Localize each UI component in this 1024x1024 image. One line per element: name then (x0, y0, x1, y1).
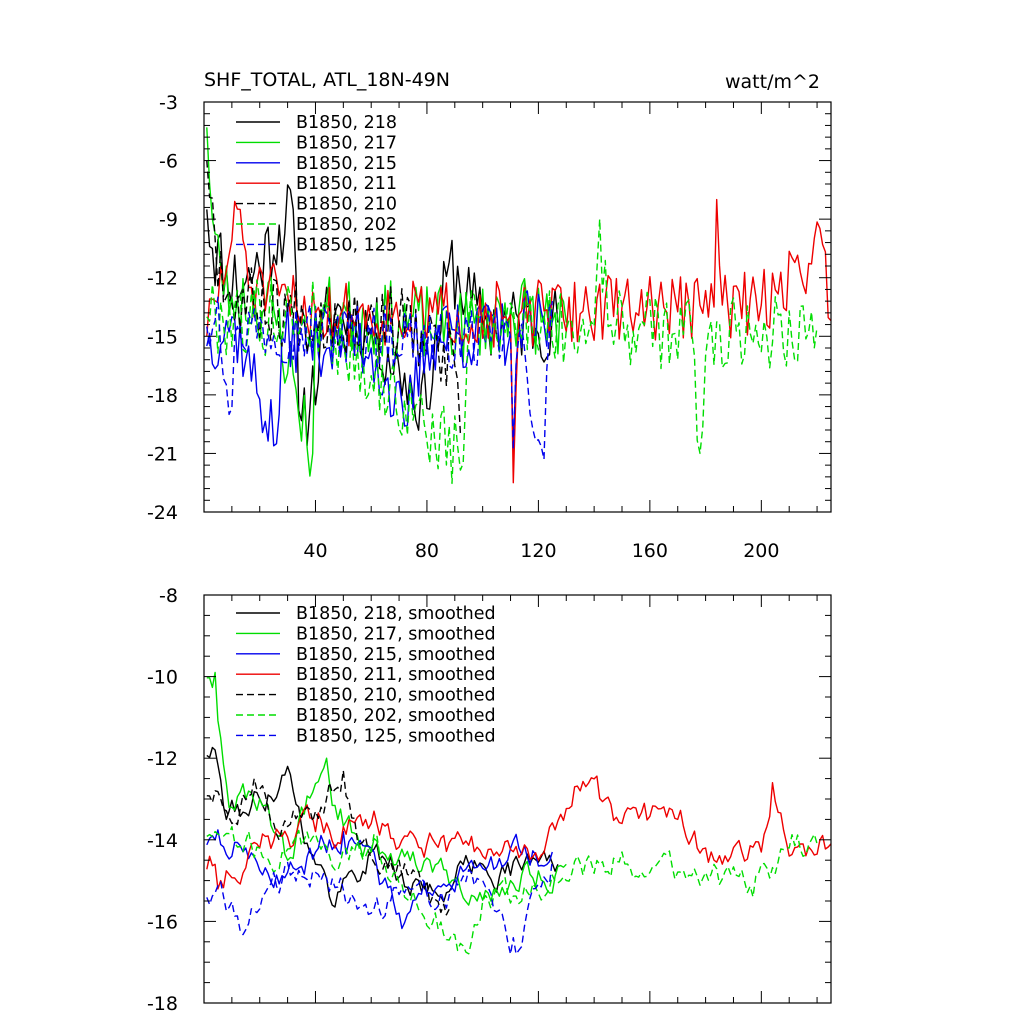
plot-area (206, 127, 831, 485)
legend-label: B1850, 215, smoothed (296, 645, 496, 665)
y-tick-label: -15 (147, 326, 178, 348)
series-line (206, 296, 553, 460)
series-line (206, 769, 450, 916)
y-tick-label: -18 (147, 385, 178, 407)
y-tick-label: -9 (159, 209, 178, 231)
series-line (206, 775, 831, 890)
series-line (206, 671, 567, 906)
x-tick-label: 40 (303, 540, 327, 562)
legend-label: B1850, 210, smoothed (296, 686, 496, 706)
series-line (206, 860, 553, 955)
legend-label: B1850, 125, smoothed (296, 726, 496, 746)
legend-label: B1850, 211 (296, 174, 397, 194)
x-tick-label: 160 (632, 540, 668, 562)
series-line (206, 218, 818, 485)
legend-label: B1850, 202 (296, 215, 397, 235)
x-tick-label: 120 (520, 540, 556, 562)
legend-label: B1850, 215 (296, 154, 397, 174)
y-tick-label: -18 (147, 993, 178, 1015)
y-tick-label: -3 (159, 92, 178, 114)
legend-label: B1850, 211, smoothed (296, 665, 496, 685)
panel-top: -24 -21 -18 -15 -12 -9 -6 -3 40 80 120 160 200 B1850,… (147, 92, 832, 562)
y-tick-label: -10 (147, 667, 178, 689)
chart-units: watt/m^2 (725, 71, 820, 93)
chart-title: SHF_TOTAL, ATL_18N-49N (204, 69, 450, 91)
y-tick-label: -16 (147, 911, 178, 933)
plot-area (206, 671, 831, 955)
series-line (206, 290, 553, 455)
legend-label: B1850, 202, smoothed (296, 706, 496, 726)
y-tick-label: -12 (147, 268, 178, 290)
y-tick-label: -12 (147, 748, 178, 770)
y-tick-label: -24 (147, 502, 178, 524)
series-line (206, 746, 559, 908)
legend-label: B1850, 217, smoothed (296, 624, 496, 644)
legend-label: B1850, 210 (296, 195, 397, 215)
x-tick-label: 200 (743, 540, 779, 562)
x-tick-label: 80 (415, 540, 439, 562)
y-tick-label: -14 (147, 830, 178, 852)
plot-frame (203, 101, 832, 513)
series-line (206, 829, 553, 930)
legend-label: B1850, 125 (296, 235, 397, 255)
legend-label: B1850, 218 (296, 113, 397, 133)
y-tick-label: -21 (147, 443, 178, 465)
y-tick-label: -8 (159, 585, 178, 607)
legend-label: B1850, 218, smoothed (296, 604, 496, 624)
series-line (206, 826, 818, 955)
legend-label: B1850, 217 (296, 133, 397, 153)
y-tick-label: -6 (159, 151, 178, 173)
